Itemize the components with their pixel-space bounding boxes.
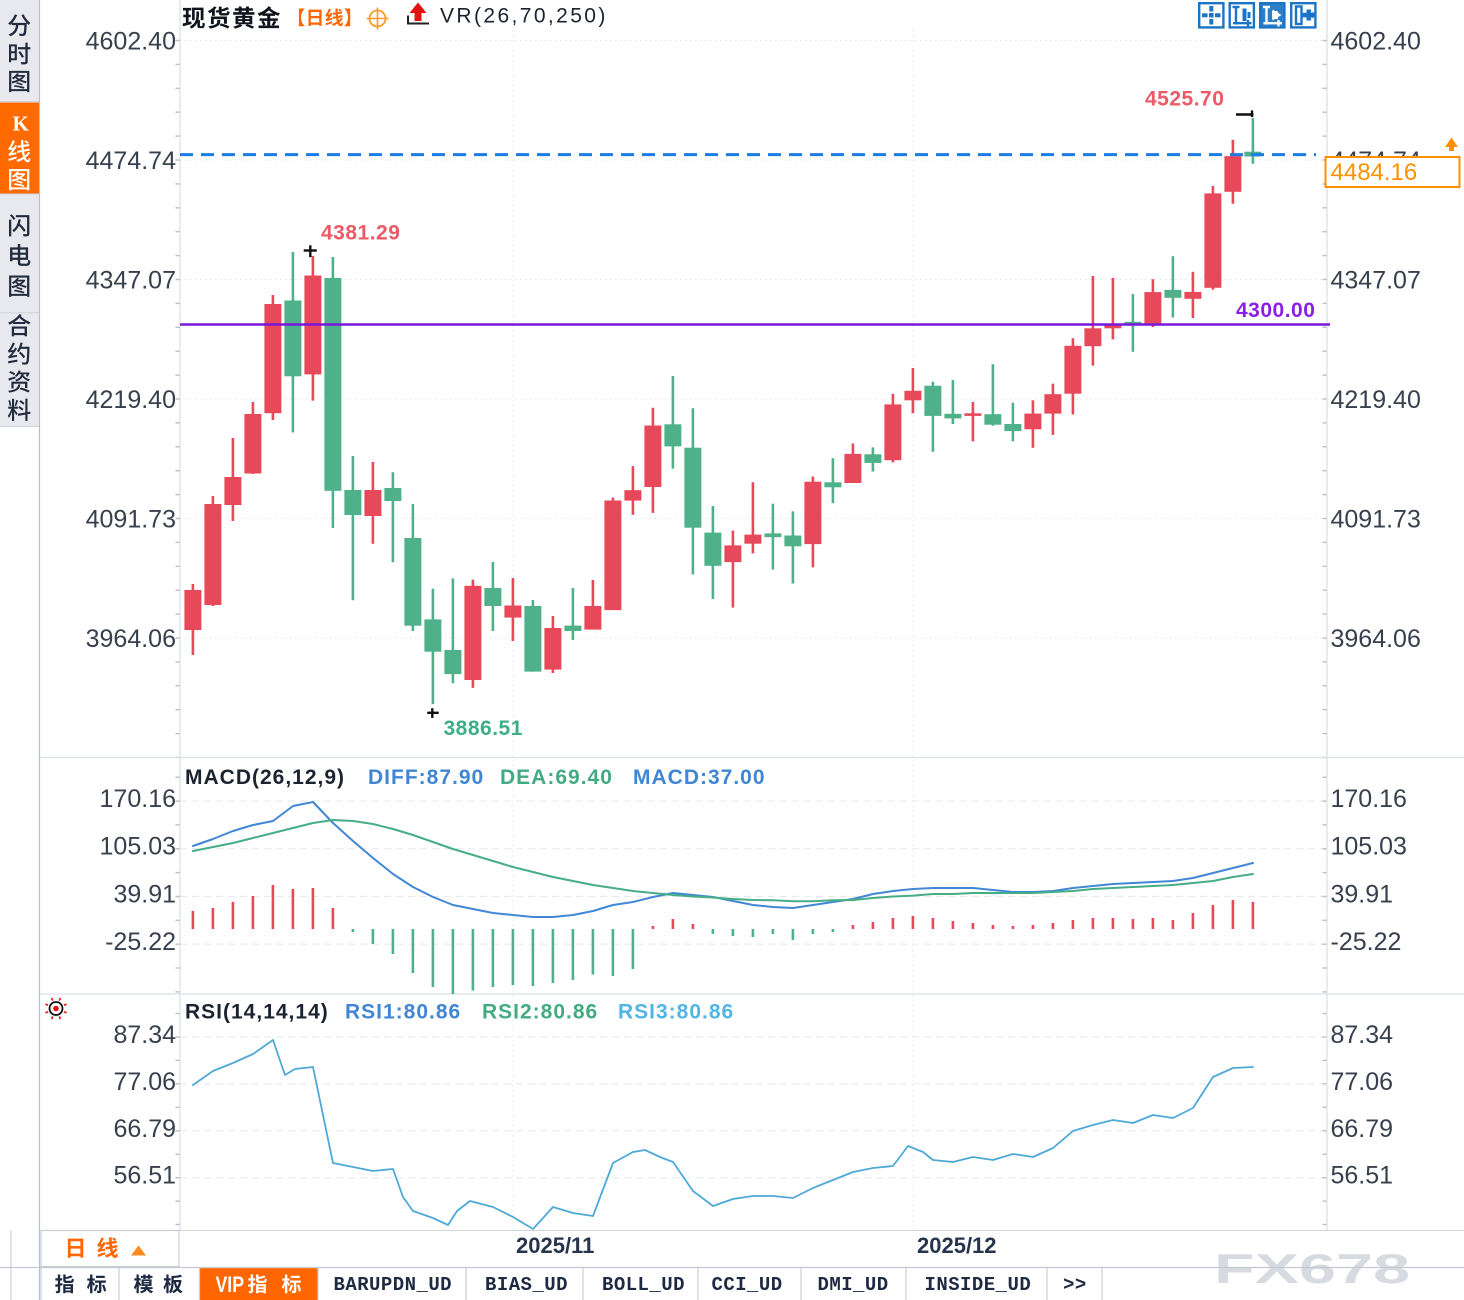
svg-text:3886.51: 3886.51 <box>444 717 523 740</box>
svg-text:VIP: VIP <box>216 1272 245 1297</box>
svg-text:4219.40: 4219.40 <box>86 386 176 414</box>
svg-text:4381.29: 4381.29 <box>321 222 400 245</box>
svg-text:BOLL_UD: BOLL_UD <box>602 1274 685 1296</box>
svg-text:CCI_UD: CCI_UD <box>712 1274 783 1296</box>
svg-text:BIAS_UD: BIAS_UD <box>485 1274 568 1296</box>
svg-text:77.06: 77.06 <box>1331 1068 1394 1096</box>
svg-text:INSIDE_UD: INSIDE_UD <box>925 1274 1032 1296</box>
svg-text:4525.70: 4525.70 <box>1145 88 1224 111</box>
svg-text:4602.40: 4602.40 <box>86 28 176 56</box>
svg-text:BARUPDN_UD: BARUPDN_UD <box>334 1274 453 1296</box>
svg-text:FX678: FX678 <box>1214 1245 1410 1292</box>
svg-text:39.91: 39.91 <box>1331 880 1394 908</box>
svg-text:66.79: 66.79 <box>113 1115 176 1143</box>
svg-text:RSI1:80.86: RSI1:80.86 <box>345 1001 461 1024</box>
svg-text:3964.06: 3964.06 <box>86 625 176 653</box>
svg-text:170.16: 170.16 <box>100 785 176 813</box>
svg-text:RSI3:80.86: RSI3:80.86 <box>618 1001 734 1024</box>
svg-text:RSI2:80.86: RSI2:80.86 <box>482 1001 598 1024</box>
svg-text:4602.40: 4602.40 <box>1331 28 1421 56</box>
svg-text:-25.22: -25.22 <box>1331 928 1402 956</box>
svg-text:MACD(26,12,9): MACD(26,12,9) <box>185 766 345 789</box>
svg-text:-25.22: -25.22 <box>105 928 176 956</box>
svg-text:4219.40: 4219.40 <box>1331 386 1421 414</box>
svg-text:4091.73: 4091.73 <box>86 506 176 534</box>
svg-text:DEA:69.40: DEA:69.40 <box>500 766 613 789</box>
svg-text:4347.07: 4347.07 <box>1331 267 1421 295</box>
svg-text:87.34: 87.34 <box>1331 1021 1394 1049</box>
svg-text:66.79: 66.79 <box>1331 1115 1394 1143</box>
svg-text:105.03: 105.03 <box>1331 833 1407 861</box>
svg-text:77.06: 77.06 <box>113 1068 176 1096</box>
svg-text:87.34: 87.34 <box>113 1021 176 1049</box>
svg-text:4484.16: 4484.16 <box>1331 159 1418 186</box>
svg-text:4091.73: 4091.73 <box>1331 506 1421 534</box>
svg-text:4474.74: 4474.74 <box>86 147 176 175</box>
svg-text:39.91: 39.91 <box>113 880 176 908</box>
svg-text:105.03: 105.03 <box>100 833 176 861</box>
svg-text:4347.07: 4347.07 <box>86 267 176 295</box>
svg-text:3964.06: 3964.06 <box>1331 625 1421 653</box>
svg-text:>>: >> <box>1063 1274 1087 1296</box>
svg-text:170.16: 170.16 <box>1331 785 1407 813</box>
svg-text:56.51: 56.51 <box>1331 1162 1394 1190</box>
svg-text:4300.00: 4300.00 <box>1236 299 1315 322</box>
svg-text:2025/11: 2025/11 <box>516 1233 594 1258</box>
svg-text:2025/12: 2025/12 <box>917 1233 997 1258</box>
svg-text:VR(26,70,250): VR(26,70,250) <box>440 5 608 28</box>
svg-text:MACD:37.00: MACD:37.00 <box>633 766 766 789</box>
svg-text:DMI_UD: DMI_UD <box>818 1274 889 1296</box>
svg-text:DIFF:87.90: DIFF:87.90 <box>368 766 484 789</box>
svg-text:56.51: 56.51 <box>113 1162 176 1190</box>
svg-text:RSI(14,14,14): RSI(14,14,14) <box>185 1001 329 1024</box>
svg-text:K: K <box>13 112 30 136</box>
